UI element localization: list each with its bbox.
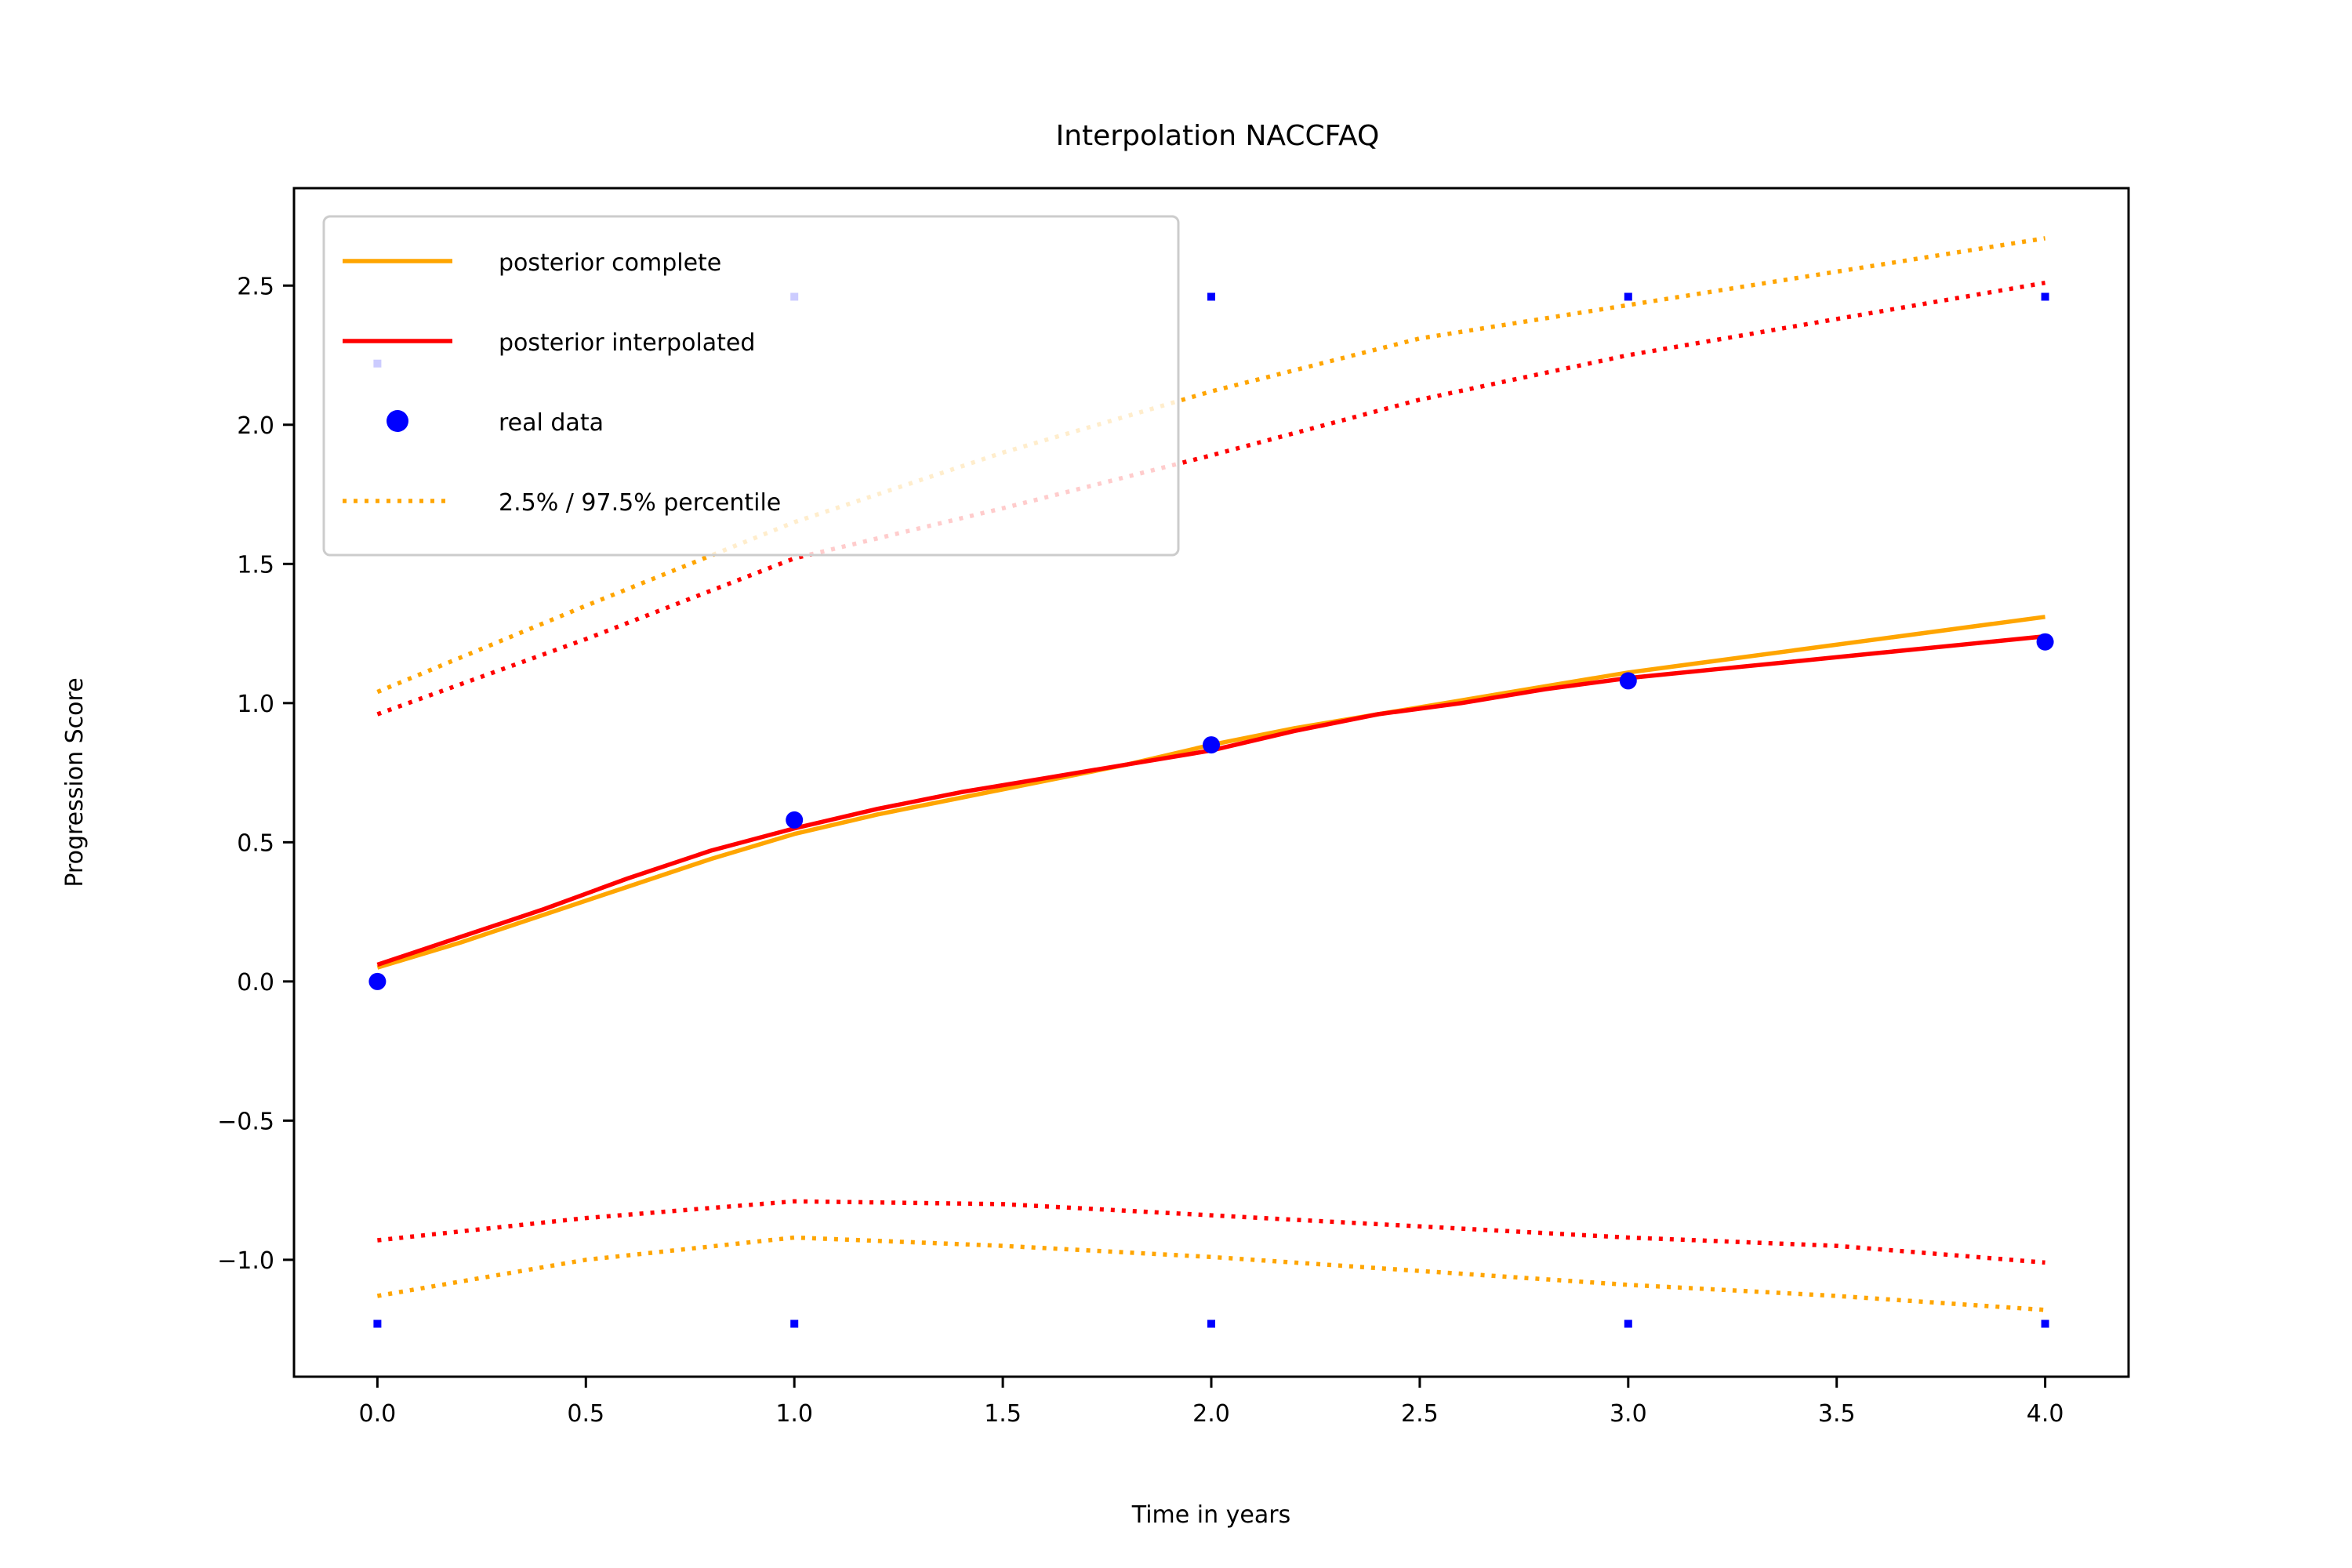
x-tick-label-6: 3.0 [1610,1400,1647,1428]
real-data-point-1 [786,811,804,829]
real-data-point-4 [2036,633,2054,651]
chart-title: Interpolation NACCFAQ [1056,120,1380,152]
legend-interpolated-label: posterior interpolated [499,329,755,357]
x-tick-label-7: 3.5 [1818,1400,1856,1428]
x-axis-label: Time in years [1131,1501,1290,1529]
small-marker-7 [1207,292,1215,301]
y-tick-label-1: −0.5 [217,1108,274,1135]
x-tick-label-8: 4.0 [2027,1400,2064,1428]
x-tick-label-5: 2.5 [1401,1400,1439,1428]
plot-marks [368,236,2054,1328]
legend-box [322,215,1180,557]
x-tick-label-2: 1.0 [775,1400,813,1428]
x-axis: 0.0 0.5 1.0 1.5 2.0 2.5 3.0 3.5 4.0 [359,1377,2064,1428]
y-tick-label-7: 2.5 [237,273,274,300]
y-tick-label-5: 1.5 [237,551,274,579]
legend-real-swatch [387,410,408,432]
y-tick-label-2: 0.0 [237,969,274,996]
small-marker-4 [2041,1319,2049,1328]
legend-real-label: real data [499,409,604,437]
small-marker-0 [373,1319,382,1328]
legend-percentile-label: 2.5% / 97.5% percentile [499,489,781,517]
y-tick-label-0: −1.0 [217,1247,274,1275]
small-marker-8 [1624,292,1632,301]
y-tick-label-4: 1.0 [237,691,274,718]
small-marker-9 [2041,292,2049,301]
y-axis-label: Progression Score [61,677,89,887]
small-marker-2 [1207,1319,1215,1328]
x-tick-label-0: 0.0 [359,1400,397,1428]
small-marker-1 [790,1319,799,1328]
legend-complete-label: posterior complete [499,249,721,277]
x-tick-label-4: 2.0 [1192,1400,1230,1428]
small-marker-3 [1624,1319,1632,1328]
real-data-point-0 [368,972,387,990]
series-line-6 [377,1199,2045,1265]
x-tick-label-3: 1.5 [984,1400,1022,1428]
real-data-point-3 [1619,672,1637,690]
y-axis: −1.0 −0.5 0.0 0.5 1.0 1.5 2.0 2.5 [217,273,294,1275]
real-data-point-2 [1203,736,1220,754]
series-line-4 [376,1235,2045,1312]
x-tick-label-1: 0.5 [567,1400,604,1428]
y-tick-label-6: 2.0 [237,412,274,440]
legend: posterior complete posterior interpolate… [322,215,1180,557]
y-tick-label-3: 0.5 [237,829,274,857]
